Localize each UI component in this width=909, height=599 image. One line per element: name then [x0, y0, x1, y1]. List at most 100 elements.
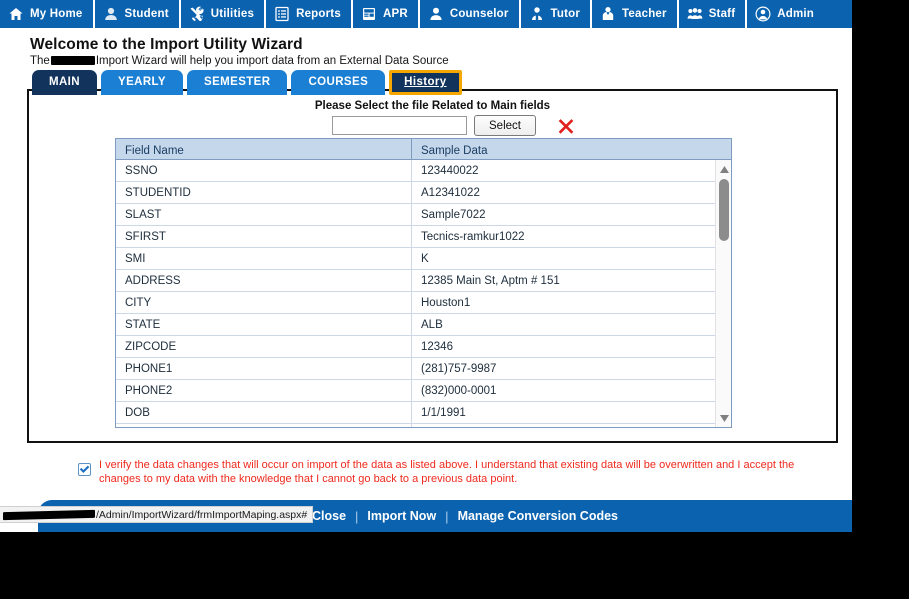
footer-links: Close | Import Now | Manage Conversion C…: [303, 509, 627, 524]
scrollbar-thumb[interactable]: [719, 179, 729, 241]
teacher-icon: [600, 6, 616, 22]
report-icon: [274, 6, 290, 22]
tab-label: SEMESTER: [204, 76, 271, 88]
top-navigation-bar: My Home Student Utilities: [0, 0, 852, 28]
import-mapping-panel: Please Select the file Related to Main f…: [27, 89, 838, 443]
nav-label: Utilities: [210, 8, 255, 20]
cell-sample-data: 12346: [421, 340, 453, 353]
cell-sample-data: (832)000-0001: [421, 384, 497, 397]
tab-courses[interactable]: COURSES: [291, 70, 386, 95]
cell-sample-data: 1/1/1991: [421, 406, 466, 419]
action-footer-bar: Close | Import Now | Manage Conversion C…: [38, 500, 852, 532]
nav-label: Reports: [296, 8, 341, 20]
table-row[interactable]: SSNO 123440022: [116, 160, 717, 182]
grid-header-row: Field Name Sample Data: [116, 139, 731, 160]
cell-sample-data: K: [421, 252, 429, 265]
nav-item-tutor[interactable]: Tutor: [520, 0, 593, 28]
table-row[interactable]: SLAST Sample7022: [116, 204, 717, 226]
nav-item-admin[interactable]: Admin: [747, 0, 825, 28]
status-bar-url: /Admin/ImportWizard/frmImportMaping.aspx…: [96, 508, 308, 521]
column-header-sample-data: Sample Data: [421, 144, 488, 157]
cell-field-name: STATE: [116, 314, 412, 335]
tab-label: COURSES: [308, 76, 369, 88]
manage-conversion-codes-button[interactable]: Manage Conversion Codes: [457, 509, 619, 523]
tab-label: MAIN: [49, 76, 80, 88]
cell-field-name: CITY: [116, 292, 412, 313]
nav-item-reports[interactable]: Reports: [266, 0, 353, 28]
browser-status-bar: /Admin/ImportWizard/frmImportMaping.aspx…: [0, 506, 314, 523]
nav-item-teacher[interactable]: Teacher: [592, 0, 679, 28]
person-icon: [428, 6, 444, 22]
subtitle-suffix: Import Wizard will help you import data …: [95, 55, 449, 67]
page-title: Welcome to the Import Utility Wizard: [30, 36, 303, 53]
tab-label: History: [404, 76, 447, 88]
cell-field-name: DOB: [116, 402, 412, 423]
tab-history[interactable]: History: [389, 70, 462, 95]
nav-label: Student: [124, 8, 169, 20]
nav-label: My Home: [30, 8, 83, 20]
cell-sample-data: Tecnics-ramkur1022: [421, 230, 525, 243]
cell-field-name: SLAST: [116, 204, 412, 225]
file-path-input[interactable]: [332, 116, 467, 135]
table-row[interactable]: ZIPCODE 12346: [116, 336, 717, 358]
cell-sample-data: A12341022: [421, 186, 480, 199]
table-row[interactable]: STUDENTID A12341022: [116, 182, 717, 204]
cell-field-name: SSNO: [116, 160, 412, 181]
grid-vertical-scrollbar[interactable]: [715, 160, 731, 427]
tab-label: YEARLY: [118, 76, 166, 88]
footer-separator: |: [355, 508, 359, 524]
verify-checkbox[interactable]: [78, 463, 91, 476]
subtitle-prefix: The: [30, 55, 50, 67]
scroll-up-arrow-icon[interactable]: [716, 161, 731, 177]
cell-sample-data: Sample7022: [421, 208, 486, 221]
table-row[interactable]: ENTRYDATE 9/1/2015: [116, 424, 717, 427]
cell-sample-data: 9/1/2015: [412, 424, 717, 427]
redacted-host-name: [3, 509, 95, 520]
staff-icon: [687, 6, 703, 22]
cell-field-name: ADDRESS: [116, 270, 412, 291]
nav-label: APR: [382, 8, 408, 20]
apr-icon: [361, 6, 377, 22]
cell-field-name: ENTRYDATE: [116, 424, 412, 427]
select-file-button[interactable]: Select: [474, 115, 536, 136]
nav-item-staff[interactable]: Staff: [678, 0, 748, 28]
page-canvas: My Home Student Utilities: [0, 0, 852, 532]
page-subtitle: The Import Wizard will help you import da…: [30, 55, 449, 67]
home-icon: [8, 6, 24, 22]
field-mapping-grid: Field Name Sample Data SSNO 123440022 ST…: [115, 138, 732, 428]
table-row[interactable]: CITY Houston1: [116, 292, 717, 314]
table-row[interactable]: SMI K: [116, 248, 717, 270]
table-row[interactable]: DOB 1/1/1991: [116, 402, 717, 424]
table-row[interactable]: PHONE1 (281)757-9987: [116, 358, 717, 380]
table-row[interactable]: SFIRST Tecnics-ramkur1022: [116, 226, 717, 248]
nav-item-my-home[interactable]: My Home: [0, 0, 95, 28]
tools-icon: [189, 6, 205, 22]
nav-item-utilities[interactable]: Utilities: [180, 0, 267, 28]
nav-item-counselor[interactable]: Counselor: [419, 0, 521, 28]
scroll-down-arrow-icon[interactable]: [716, 410, 731, 426]
nav-item-apr[interactable]: APR: [352, 0, 420, 28]
verify-agreement-row: I verify the data changes that will occu…: [78, 458, 818, 486]
tab-main[interactable]: MAIN: [32, 70, 97, 95]
table-row[interactable]: PHONE2 (832)000-0001: [116, 380, 717, 402]
table-row[interactable]: ADDRESS 12385 Main St, Aptm # 151: [116, 270, 717, 292]
tutor-icon: [529, 6, 545, 22]
tab-semester[interactable]: SEMESTER: [187, 70, 288, 95]
nav-label: Teacher: [622, 8, 667, 20]
file-select-label: Please Select the file Related to Main f…: [314, 100, 551, 112]
close-button[interactable]: Close: [311, 509, 347, 523]
file-select-row: Select: [332, 115, 575, 136]
footer-separator: |: [445, 508, 449, 524]
red-x-icon[interactable]: [557, 117, 575, 135]
table-row[interactable]: STATE ALB: [116, 314, 717, 336]
admin-icon: [755, 6, 771, 22]
grid-body: SSNO 123440022 STUDENTID A12341022 SLAST…: [116, 160, 731, 427]
nav-item-student[interactable]: Student: [94, 0, 181, 28]
nav-label: Counselor: [449, 8, 509, 20]
nav-label: Staff: [708, 8, 736, 20]
tab-yearly[interactable]: YEARLY: [101, 70, 183, 95]
nav-label: Tutor: [550, 8, 581, 20]
cell-field-name: PHONE2: [116, 380, 412, 401]
import-now-button[interactable]: Import Now: [367, 509, 437, 523]
